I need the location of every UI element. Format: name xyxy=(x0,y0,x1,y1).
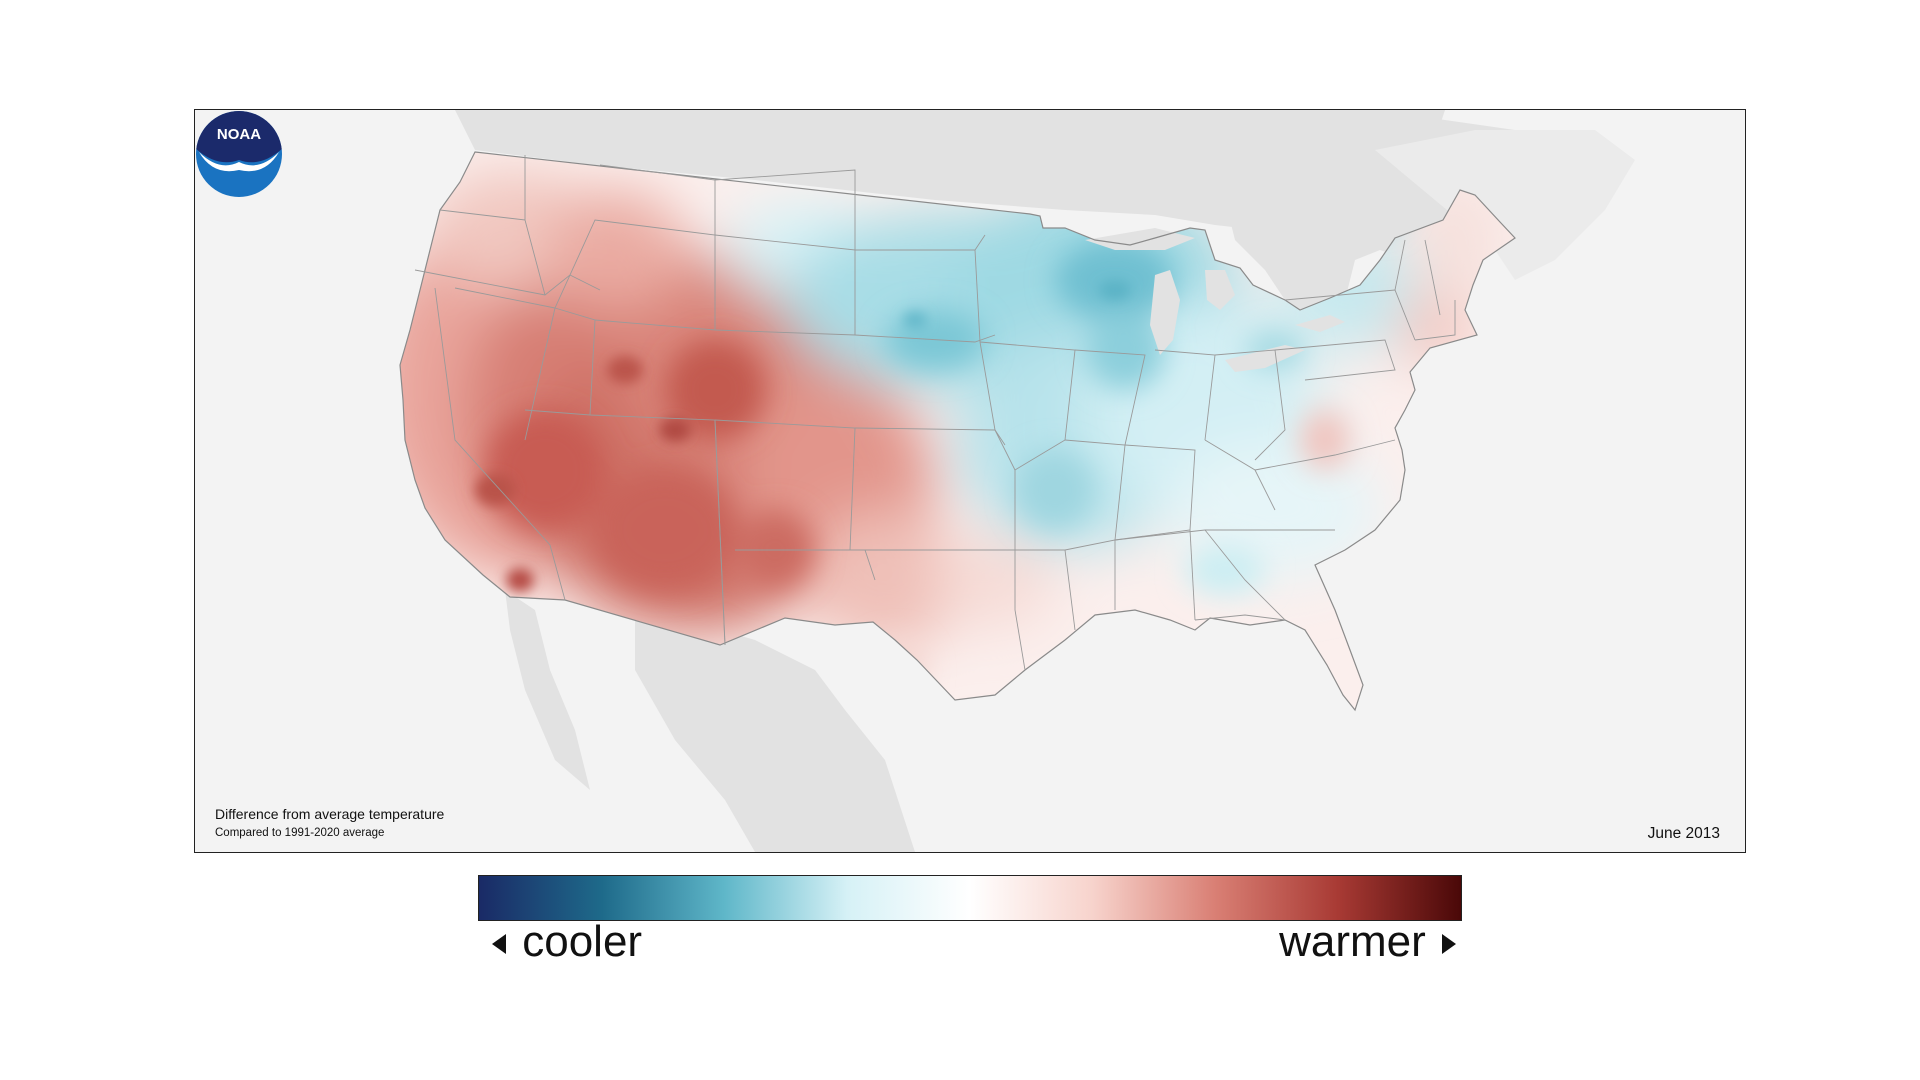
color-scale-bar xyxy=(478,875,1462,921)
legend-cooler-label: cooler xyxy=(522,917,643,966)
legend-warmer-label: warmer xyxy=(1279,917,1426,966)
neighboring-land xyxy=(455,110,1635,852)
map-caption-title: Difference from average temperature xyxy=(215,806,445,822)
arrow-left-icon xyxy=(492,934,506,955)
map-caption-subtitle: Compared to 1991-2020 average xyxy=(215,827,385,839)
temperature-anomaly-map xyxy=(399,110,1635,852)
map-date: June 2013 xyxy=(1647,825,1720,842)
noaa-logo-text: NOAA xyxy=(217,126,261,143)
noaa-logo-icon: NOAA xyxy=(196,111,282,197)
state-boundaries xyxy=(399,151,1516,711)
map-panel: Difference from average temperature Comp… xyxy=(194,109,1746,853)
arrow-right-icon xyxy=(1442,934,1456,955)
great-lakes xyxy=(1085,228,1345,372)
legend-warmer: warmer xyxy=(1279,914,1460,970)
legend-cooler: cooler xyxy=(488,914,642,970)
